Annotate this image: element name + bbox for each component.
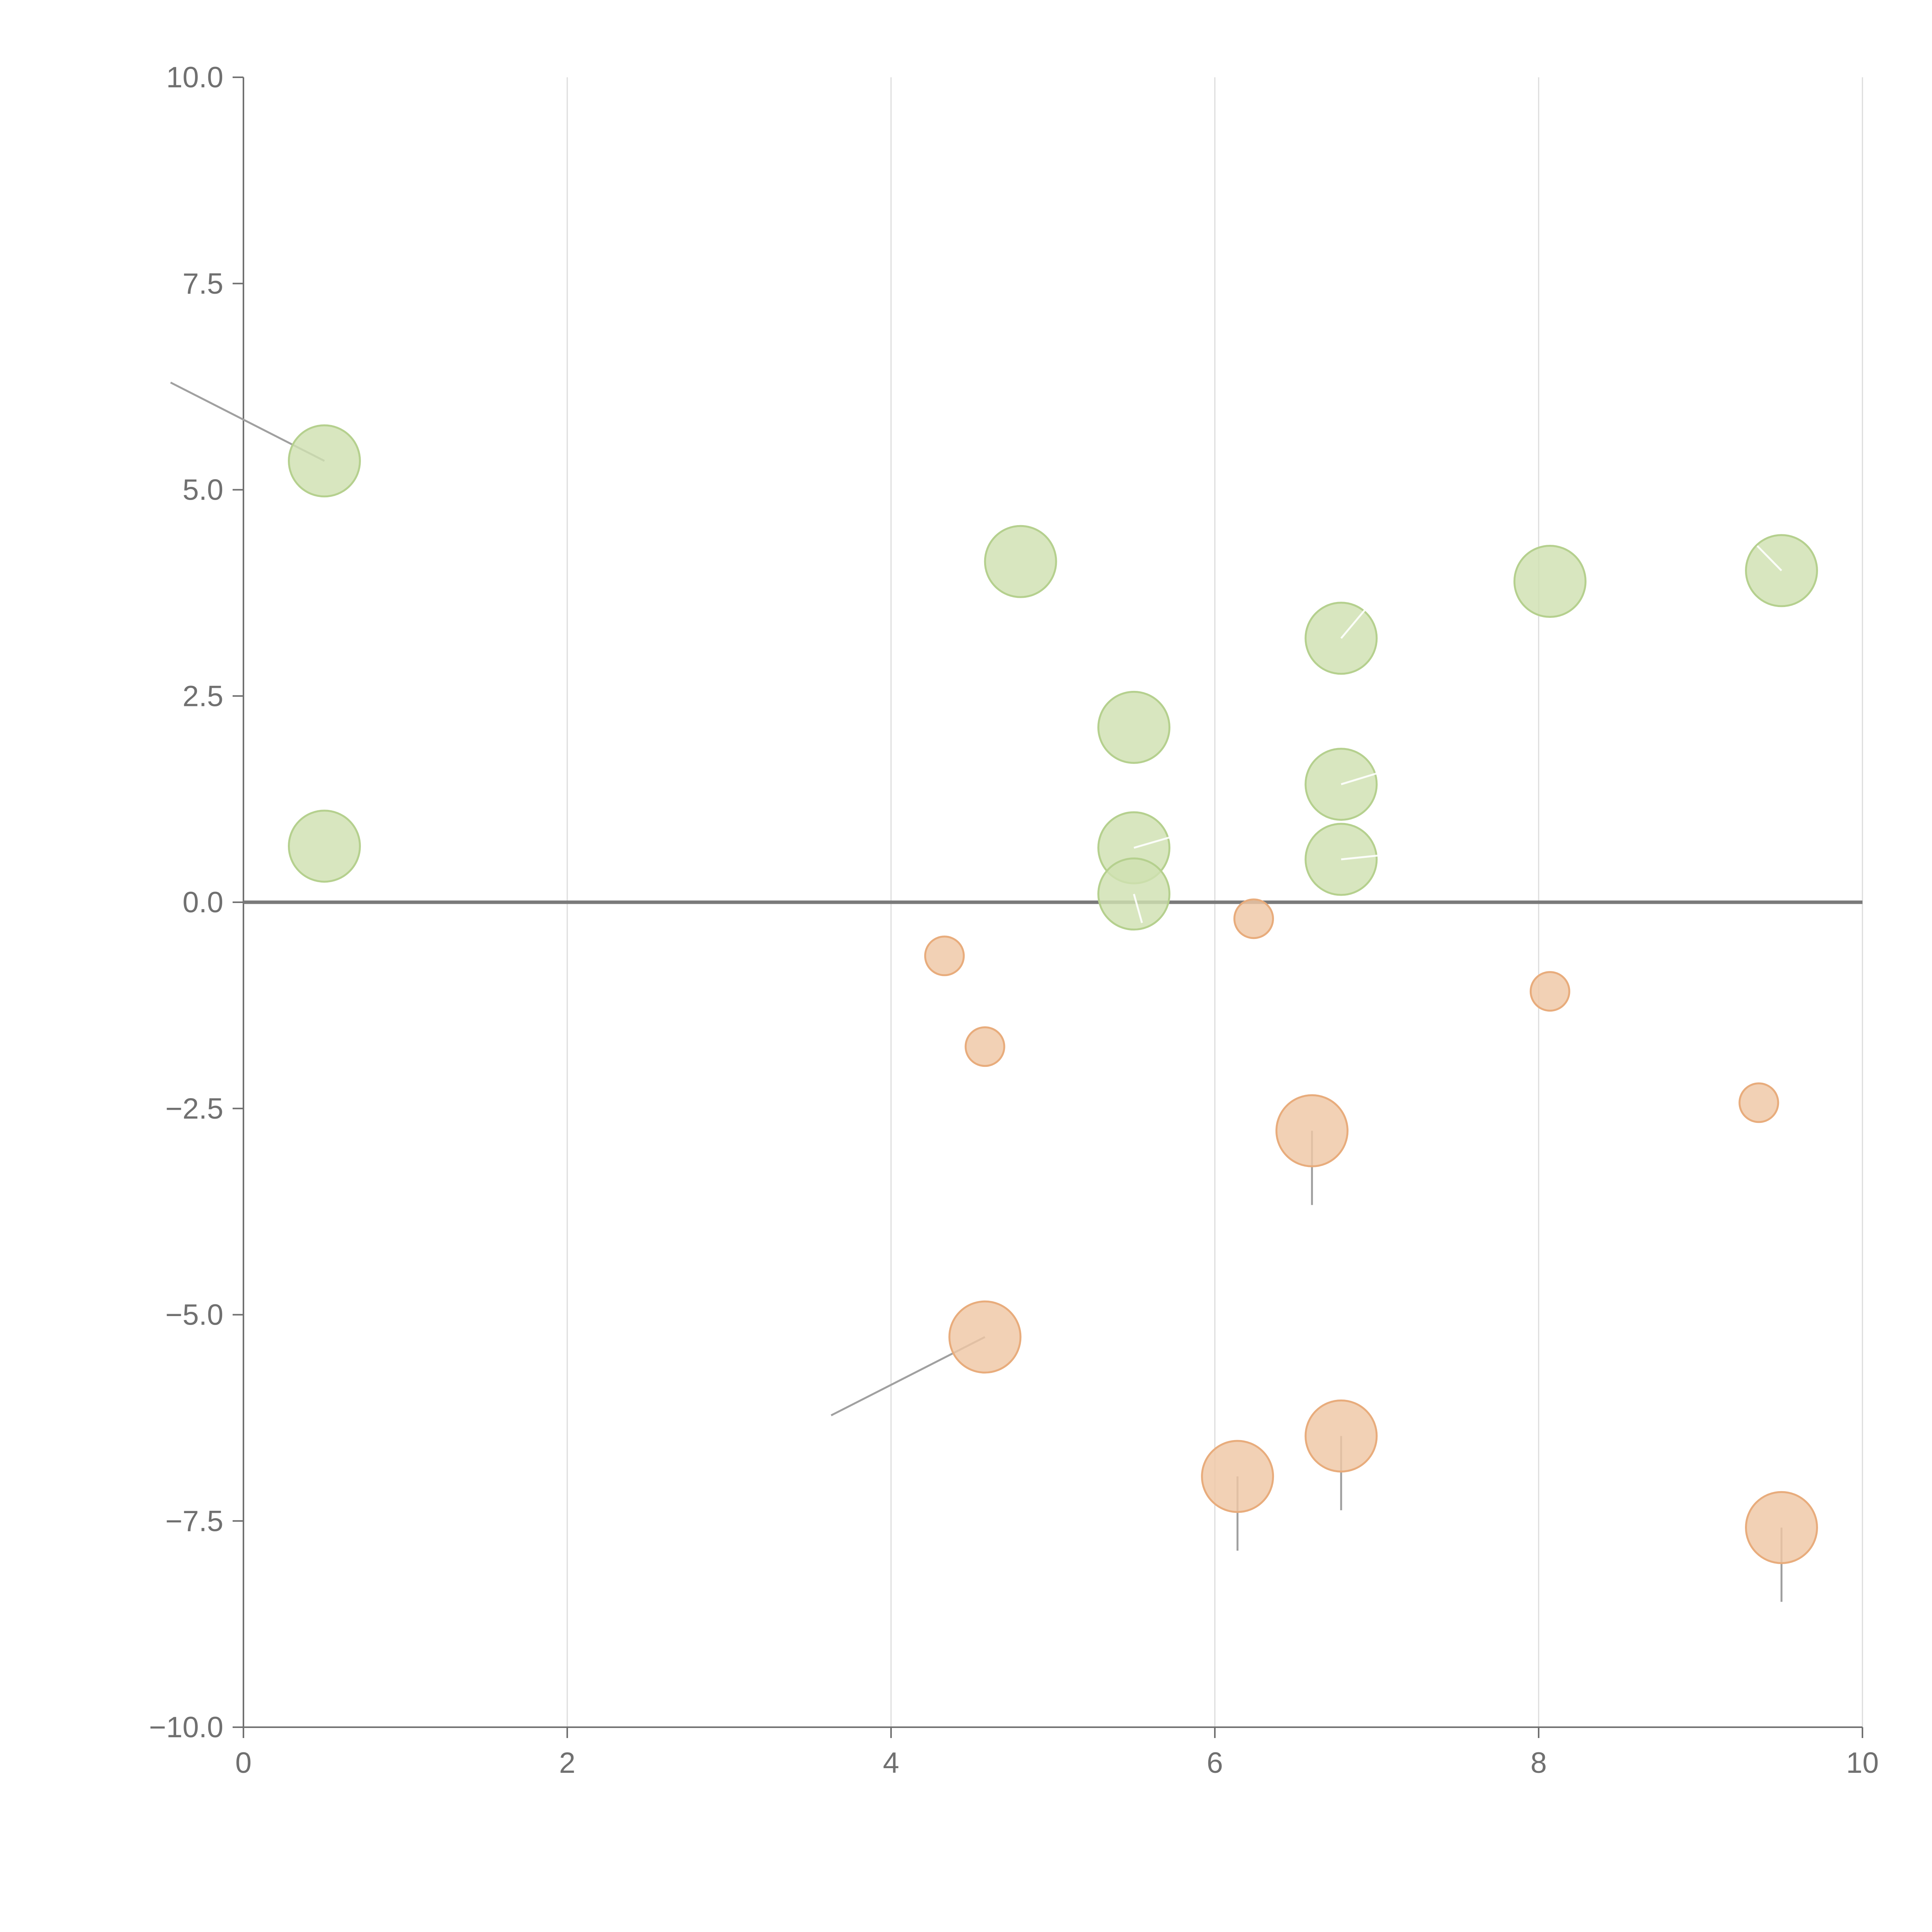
x-tick-label: 0 [235, 1747, 252, 1779]
y-tick-label: 10.0 [166, 61, 223, 94]
negative-bubble [1304, 1399, 1378, 1473]
y-tick-label: 0.0 [182, 886, 223, 919]
positive-bubble [1097, 690, 1170, 764]
positive-bubble [288, 810, 361, 883]
positive-leader-line [1341, 854, 1382, 861]
x-tick-label: 10 [1846, 1747, 1879, 1779]
x-tick-label: 4 [883, 1747, 899, 1779]
y-tick-label: −10.0 [149, 1711, 223, 1744]
positive-bubble [984, 525, 1057, 598]
positive-leader-line [1341, 771, 1382, 786]
negative-bubble [1745, 1491, 1818, 1564]
y-tick-label: 5.0 [182, 474, 223, 507]
positive-bubble [288, 424, 361, 498]
negative-bubble [1201, 1440, 1274, 1513]
x-tick-label: 8 [1531, 1747, 1547, 1779]
x-tick-label: 6 [1207, 1747, 1223, 1779]
positive-leader-line [1133, 830, 1191, 849]
positive-leader-line [1756, 545, 1782, 571]
negative-bubble [1738, 1082, 1779, 1123]
positive-bubble [1513, 544, 1587, 618]
positive-leader-line [1133, 893, 1143, 923]
negative-bubble [1275, 1094, 1349, 1167]
y-tick-label: 2.5 [182, 680, 223, 713]
negative-bubble [1233, 898, 1274, 939]
negative-bubble [1529, 971, 1570, 1012]
y-tick-label: 7.5 [182, 267, 223, 300]
negative-bubble [964, 1026, 1005, 1067]
x-tick-label: 2 [559, 1747, 575, 1779]
y-tick-label: −5.0 [165, 1299, 223, 1332]
positive-leader-line [1340, 609, 1366, 639]
negative-bubble [948, 1300, 1022, 1374]
y-tick-label: −7.5 [165, 1505, 223, 1537]
negative-bubble [924, 935, 965, 976]
y-tick-label: −2.5 [165, 1092, 223, 1125]
